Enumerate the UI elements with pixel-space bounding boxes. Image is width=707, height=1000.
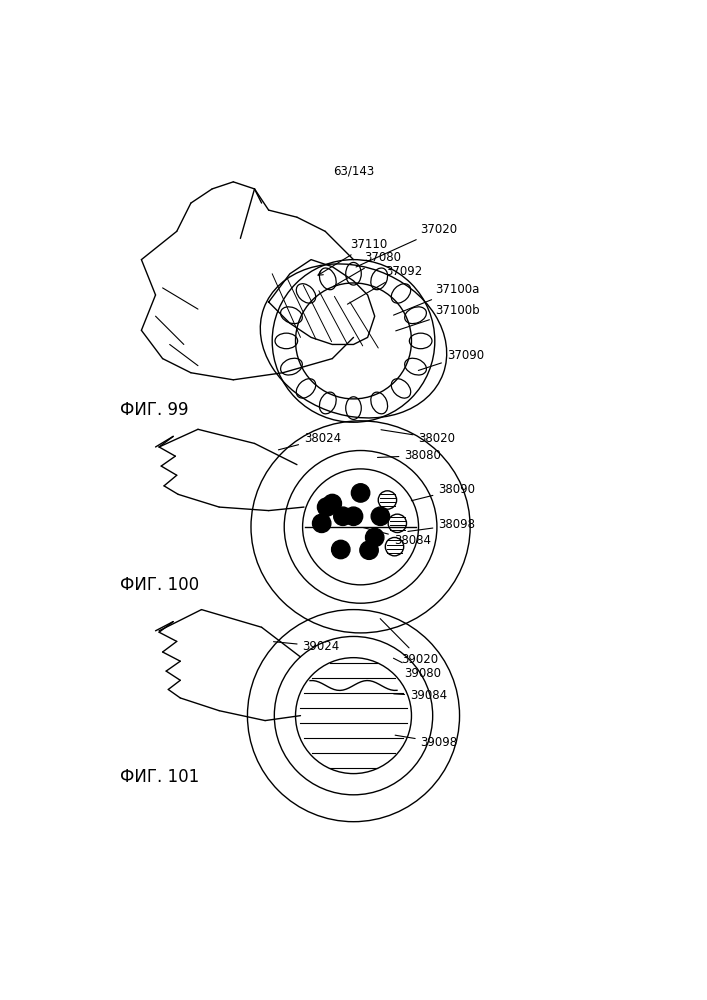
Circle shape	[366, 528, 384, 547]
Circle shape	[351, 484, 370, 502]
Circle shape	[332, 540, 350, 559]
Text: 37092: 37092	[347, 265, 423, 304]
Circle shape	[323, 494, 341, 513]
Text: 38090: 38090	[411, 483, 475, 501]
Text: 37110: 37110	[318, 238, 387, 275]
Circle shape	[378, 491, 397, 509]
Circle shape	[334, 507, 352, 525]
Text: 37090: 37090	[419, 349, 484, 370]
Circle shape	[388, 514, 407, 533]
Text: 39098: 39098	[395, 735, 458, 749]
Text: ФИГ. 99: ФИГ. 99	[120, 401, 189, 419]
Text: 63/143: 63/143	[333, 165, 374, 178]
Circle shape	[371, 507, 390, 525]
Text: 39080: 39080	[394, 658, 441, 680]
Text: 38098: 38098	[408, 518, 475, 531]
Text: ФИГ. 100: ФИГ. 100	[120, 576, 199, 594]
Text: 37100b: 37100b	[396, 304, 479, 331]
Circle shape	[360, 541, 378, 559]
Text: 37100a: 37100a	[394, 283, 479, 315]
Text: 38080: 38080	[378, 449, 441, 462]
Text: 38084: 38084	[363, 528, 431, 547]
Text: 39084: 39084	[394, 689, 448, 702]
Circle shape	[312, 514, 331, 533]
Text: 39020: 39020	[380, 619, 439, 666]
Text: ФИГ. 101: ФИГ. 101	[120, 768, 199, 786]
Text: 38020: 38020	[381, 430, 455, 445]
Text: 38024: 38024	[279, 432, 341, 450]
Text: 37020: 37020	[356, 223, 458, 267]
Text: 37080: 37080	[333, 251, 401, 286]
Circle shape	[317, 498, 336, 516]
Text: 39024: 39024	[274, 640, 340, 653]
Circle shape	[344, 507, 363, 525]
Circle shape	[385, 537, 404, 556]
